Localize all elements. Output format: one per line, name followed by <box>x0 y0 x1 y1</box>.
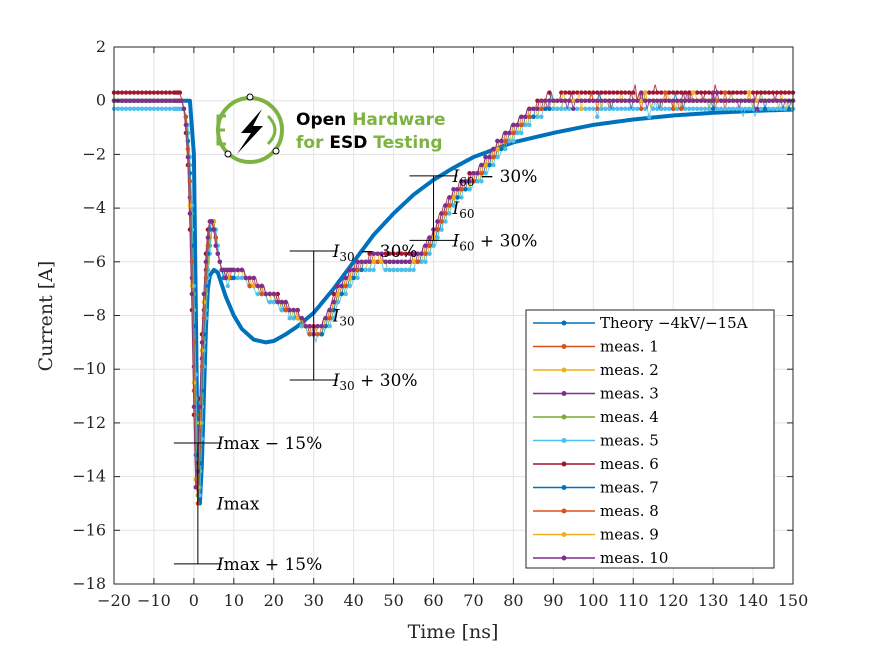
legend-label: Theory −4kV/−15A <box>600 314 748 332</box>
y-axis-title: Current [A] <box>35 261 57 372</box>
legend-swatch-marker <box>561 485 567 490</box>
legend-swatch-marker <box>561 438 567 443</box>
series-line <box>114 92 793 488</box>
legend-label: meas. 5 <box>600 432 659 450</box>
y-tick-label: −16 <box>72 520 106 539</box>
theory-series <box>113 98 794 506</box>
y-tick-label: 2 <box>96 37 106 56</box>
lightning-bolt-icon <box>237 109 263 154</box>
logo-letter-e <box>216 114 226 146</box>
legend-swatch-marker <box>561 508 567 514</box>
i60-plus-label: I60 + 30% <box>452 231 538 253</box>
y-tick-label: −4 <box>82 198 106 217</box>
x-tick-label: 40 <box>343 591 363 610</box>
y-tick-label: −2 <box>82 144 106 163</box>
x-tick-label: −20 <box>97 591 131 610</box>
legend-label: meas. 10 <box>600 549 668 567</box>
x-tick-label: 150 <box>778 591 809 610</box>
annotations: Imax − 15% Imax Imax + 15% I30 − 30% I30 I30 … <box>173 167 538 575</box>
i30-center-label: I30 <box>332 307 355 329</box>
legend-label: meas. 8 <box>600 502 659 520</box>
tick-labels: −20 −10 0 10 20 30 40 50 60 70 80 90 100 110 120 130 140… <box>72 37 808 610</box>
x-tick-label: 80 <box>503 591 523 610</box>
imax-plus-label: Imax + 15% <box>216 555 322 575</box>
y-tick-label: −18 <box>72 574 106 593</box>
y-tick-label: −10 <box>72 359 106 378</box>
imax-minus-label: Imax − 15% <box>216 434 322 454</box>
y-tick-label: −6 <box>82 252 106 271</box>
legend-label: meas. 1 <box>600 338 659 356</box>
logo: Open Hardware for ESD Testing <box>216 93 446 164</box>
y-tick-label: 0 <box>96 91 106 110</box>
x-tick-label: 20 <box>264 591 284 610</box>
i60-minus-label: I60 − 30% <box>452 167 538 189</box>
i30-plus-label: I30 + 30% <box>332 371 418 393</box>
logo-word-testing: Testing <box>373 133 442 153</box>
legend-label: meas. 7 <box>600 479 659 497</box>
x-tick-label: 120 <box>658 591 689 610</box>
i60-center-label: I60 <box>452 199 475 221</box>
x-tick-label: 110 <box>618 591 649 610</box>
logo-word-esd: ESD <box>329 133 367 153</box>
legend-swatch-marker <box>561 414 567 420</box>
logo-node <box>272 147 280 155</box>
svg-text:Open Hardware: Open Hardware <box>296 110 446 130</box>
legend-swatch-marker <box>561 532 567 537</box>
x-axis-title: Time [ns] <box>408 621 499 643</box>
x-tick-label: 0 <box>189 591 199 610</box>
y-tick-label: −12 <box>72 413 106 432</box>
logo-word-open: Open <box>296 110 346 130</box>
legend-swatch-marker <box>561 367 567 373</box>
x-tick-label: 10 <box>224 591 244 610</box>
y-tick-label: −8 <box>82 306 106 325</box>
legend-box <box>525 309 775 569</box>
legend-label: meas. 6 <box>600 455 659 473</box>
legend-swatch-marker <box>561 555 567 561</box>
x-tick-label: 100 <box>578 591 609 610</box>
x-tick-label: 90 <box>543 591 563 610</box>
legend-swatch-marker <box>561 320 567 326</box>
legend-swatch-marker <box>561 391 567 396</box>
logo-node <box>224 150 232 158</box>
i30-minus-label: I30 − 30% <box>332 242 418 264</box>
x-tick-label: 60 <box>423 591 443 610</box>
legend-swatch-marker <box>561 344 567 349</box>
legend: Theory −4kV/−15A meas. 1 meas. 2 meas. 3 mea… <box>525 309 775 569</box>
x-tick-label: 30 <box>304 591 324 610</box>
legend-swatch-marker <box>561 461 567 467</box>
theory-line <box>113 98 794 506</box>
logo-word-for: for <box>296 133 324 153</box>
legend-label: meas. 4 <box>600 408 659 426</box>
logo-letter-d <box>266 114 277 146</box>
legend-label: meas. 9 <box>600 526 659 544</box>
x-tick-label: 140 <box>738 591 769 610</box>
measurement-series <box>111 84 796 506</box>
logo-word-hardware: Hardware <box>352 110 445 130</box>
logo-node <box>246 93 254 101</box>
x-tick-label: 50 <box>383 591 403 610</box>
x-tick-label: 70 <box>463 591 483 610</box>
x-tick-label: −10 <box>137 591 171 610</box>
svg-text:for ESD Testing: for ESD Testing <box>296 133 443 153</box>
x-tick-label: 130 <box>698 591 729 610</box>
imax-center-label: Imax <box>216 494 260 514</box>
ticks <box>113 46 794 585</box>
legend-label: meas. 3 <box>600 385 659 403</box>
series-10 <box>111 90 796 490</box>
y-tick-label: −14 <box>72 467 106 486</box>
legend-label: meas. 2 <box>600 361 659 379</box>
